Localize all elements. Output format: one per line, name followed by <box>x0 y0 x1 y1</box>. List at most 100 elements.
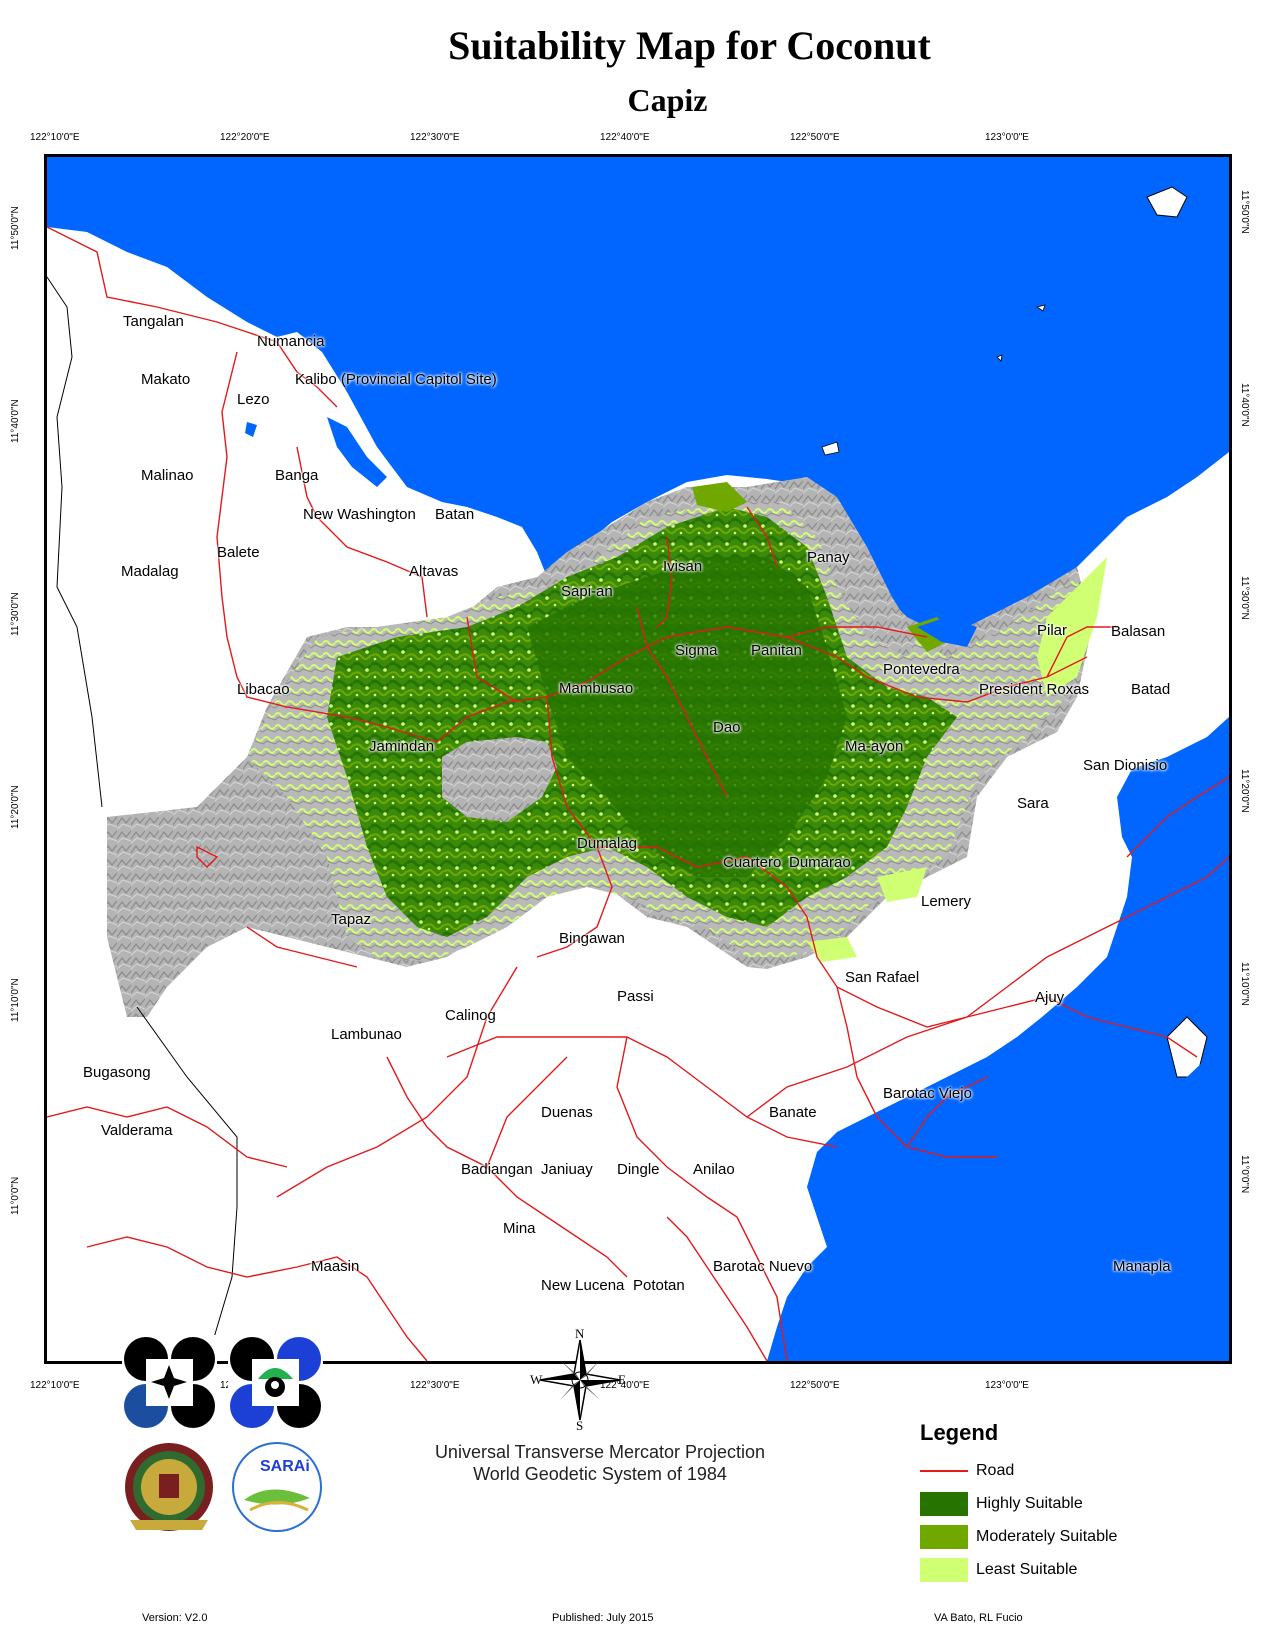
place-label: Lezo <box>237 391 270 408</box>
place-label: Mambusao <box>559 680 634 697</box>
place-label: New Washington <box>303 506 416 523</box>
lon-label-top-3: 122°30'0"E <box>410 132 460 143</box>
place-label: Barotac Nuevo <box>713 1258 813 1275</box>
place-label: San Dionisio <box>1083 757 1168 774</box>
uplb-seal <box>122 1440 217 1535</box>
place-label: Makato <box>141 371 191 388</box>
legend-item-least: Least Suitable <box>920 1555 1240 1588</box>
place-label: Banate <box>769 1104 817 1121</box>
lon-label-top-1: 122°10'0"E <box>30 132 80 143</box>
place-label: Batan <box>435 506 475 523</box>
place-label: Janiuay <box>541 1161 593 1178</box>
islet-2 <box>996 354 1003 362</box>
place-label: Libacao <box>237 681 290 698</box>
lon-label-top-5: 122°50'0"E <box>790 132 840 143</box>
lat-label-right-3: 11°30'0"N <box>1239 576 1250 620</box>
inlet-capiz-bay <box>917 617 977 647</box>
place-label: Banga <box>275 467 319 484</box>
place-label: Bugasong <box>83 1064 151 1081</box>
projection-line-1: Universal Transverse Mercator Projection <box>434 1442 766 1462</box>
moderately-patch-1 <box>692 482 747 512</box>
pcaarrd-logo <box>228 1335 323 1430</box>
place-label: Panitan <box>751 642 802 659</box>
sarai-logo: SARAi <box>230 1440 325 1535</box>
inlet-aklan-1 <box>327 417 387 487</box>
place-label: Ivisan <box>663 558 703 575</box>
place-label: Sara <box>1017 795 1049 812</box>
lon-label-bottom-3: 122°30'0"E <box>410 1380 460 1391</box>
projection-line-2: World Geodetic System of 1984 <box>473 1464 727 1484</box>
map-canvas <box>47 157 1229 1361</box>
legend-title: Legend <box>920 1420 999 1445</box>
islet-1 <box>1036 304 1046 312</box>
compass-e: E <box>618 1372 626 1387</box>
place-label: Tangalan <box>123 313 184 330</box>
place-label: Manapla <box>1113 1258 1171 1275</box>
legend-swatch-least <box>920 1558 968 1582</box>
compass-s: S <box>576 1418 584 1433</box>
sea-southeast <box>787 1037 1229 1361</box>
lon-label-bottom-6: 123°0'0"E <box>985 1380 1029 1391</box>
place-label: Duenas <box>541 1104 593 1121</box>
place-label: Lambunao <box>331 1026 402 1043</box>
legend: Legend Road Highly Suitable Moderately S… <box>920 1420 1240 1588</box>
legend-label-moderately: Moderately Suitable <box>976 1528 1118 1545</box>
lat-label-left-1: 11°50'0"N <box>10 206 21 250</box>
legend-item-moderately: Moderately Suitable <box>920 1522 1240 1555</box>
pcaarrd-logo-icon <box>228 1335 323 1430</box>
lat-label-left-2: 11°40'0"N <box>10 399 21 443</box>
legend-label-highly: Highly Suitable <box>976 1495 1083 1512</box>
place-label: Jamindan <box>369 738 435 755</box>
place-label: Ajuy <box>1035 989 1065 1006</box>
dost-logo <box>122 1335 217 1430</box>
lat-label-left-6: 11°0'0"N <box>10 1176 21 1215</box>
place-label: Madalag <box>121 563 179 580</box>
lat-label-right-4: 11°20'0"N <box>1239 769 1250 813</box>
lon-label-bottom-1: 122°10'0"E <box>30 1380 80 1391</box>
place-label: Bingawan <box>559 930 625 947</box>
sarai-logo-text: SARAi <box>260 1458 310 1475</box>
lat-label-right-2: 11°40'0"N <box>1239 383 1250 427</box>
place-label: Mina <box>503 1220 536 1237</box>
place-label: President Roxas <box>979 681 1090 698</box>
place-label: Badiangan <box>461 1161 533 1178</box>
place-label: Lemery <box>921 893 972 910</box>
place-label: Altavas <box>409 563 459 580</box>
place-label: Batad <box>1131 681 1171 698</box>
place-label: Pilar <box>1037 622 1068 639</box>
place-label: Kalibo (Provincial Capitol Site) <box>295 371 497 388</box>
place-label: Dumalag <box>577 835 638 852</box>
place-label: Calinog <box>445 1007 496 1024</box>
lon-label-bottom-4: 122°40'0"E <box>600 1380 650 1391</box>
boundary-line-1 <box>47 276 103 808</box>
place-label: Numancia <box>257 333 325 350</box>
islet-3 <box>821 441 840 456</box>
place-label: Balete <box>217 544 260 561</box>
compass-rose-icon <box>539 1339 621 1421</box>
compass-n: N <box>575 1326 585 1341</box>
map-subtitle: Capiz <box>627 82 708 118</box>
place-label: Cuartero <box>723 854 782 871</box>
uplb-seal-icon <box>125 1443 213 1531</box>
lat-label-left-3: 11°30'0"N <box>10 592 21 636</box>
place-label: Dingle <box>617 1161 660 1178</box>
legend-swatch-moderately <box>920 1525 968 1549</box>
terrain-patch-north <box>747 477 917 657</box>
road-network <box>47 226 1229 1361</box>
legend-label-road: Road <box>976 1462 1015 1479</box>
place-label: Maasin <box>311 1258 360 1275</box>
place-label: Malinao <box>141 467 194 484</box>
least-patch-sw <box>877 867 927 902</box>
dost-logo-icon <box>122 1335 217 1430</box>
legend-swatch-road <box>920 1470 968 1472</box>
place-label: Passi <box>617 988 654 1005</box>
land-island-ne <box>1146 186 1188 218</box>
map-frame[interactable]: Tangalan Numancia Makato Kalibo (Provinc… <box>44 154 1232 1364</box>
place-label: Tapaz <box>331 911 372 928</box>
place-label: Sapi-an <box>561 583 613 600</box>
lat-label-left-4: 11°20'0"N <box>10 785 21 829</box>
lon-label-bottom-5: 122°50'0"E <box>790 1380 840 1391</box>
lon-label-top-6: 123°0'0"E <box>985 132 1029 143</box>
place-label: Sigma <box>675 642 718 659</box>
lat-label-right-1: 11°50'0"N <box>1239 190 1250 234</box>
